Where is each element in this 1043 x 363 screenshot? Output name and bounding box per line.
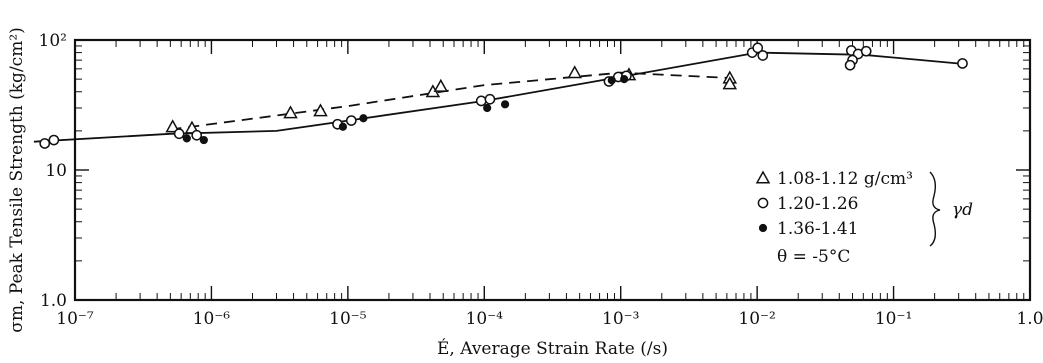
open-circle-point [757, 50, 769, 61]
triangle-point [722, 76, 738, 90]
legend-label: 1.20-1.26 [777, 194, 858, 214]
x-tick-label: 10⁻³ [602, 309, 639, 329]
x-tick-label: 10⁻² [738, 309, 775, 329]
y-tick-label: 1.0 [40, 291, 67, 311]
filled-circle-point [359, 114, 368, 123]
triangle-trend-line [170, 71, 730, 131]
legend-label: 1.08-1.12 g/cm³ [777, 169, 913, 189]
legend-condition: θ = -5°C [777, 247, 850, 267]
triangle-point [165, 119, 180, 133]
open-circle-point [173, 128, 185, 140]
filled-circle-point [338, 122, 348, 131]
triangle-point [567, 65, 582, 79]
open-circle-point [860, 45, 872, 57]
open-circle-point [484, 93, 496, 105]
triangle-point [283, 105, 298, 119]
open-circle-point [844, 59, 856, 71]
legend-group-label: γd [952, 200, 973, 220]
triangle-point [433, 78, 449, 92]
legend-marker-open-circle [757, 197, 769, 209]
y-tick-label: 10² [39, 31, 67, 51]
x-tick-label: 10⁻¹ [875, 309, 912, 329]
y-axis-label: σm, Peak Tensile Strength (kg/cm²) [7, 27, 27, 333]
filled-circle-point [607, 76, 616, 85]
legend-marker-filled-circle [758, 223, 768, 233]
x-tick-label: 10⁻⁶ [193, 309, 231, 329]
legend-brace [929, 171, 941, 247]
filled-circle-point [182, 134, 191, 143]
x-tick-label: 1.0 [1016, 309, 1043, 329]
open-circle-point [39, 138, 51, 149]
y-tick-label: 10 [45, 161, 67, 181]
x-tick-label: 10⁻⁵ [329, 309, 367, 329]
legend-marker-triangle [755, 170, 771, 184]
legend-label: 1.36-1.41 [777, 219, 858, 239]
filled-circle-point [483, 103, 492, 113]
triangle-point [313, 103, 328, 117]
filled-circle-point [500, 100, 510, 109]
open-circle-point [191, 129, 203, 141]
open-circle-point [957, 58, 968, 69]
open-circle-point [752, 42, 764, 54]
filled-circle-point [199, 135, 208, 145]
open-circle-point [345, 115, 357, 126]
x-tick-label: 10⁻⁷ [56, 309, 94, 329]
x-tick-label: 10⁻⁴ [466, 309, 504, 329]
x-axis-label: É, Average Strain Rate (/s) [437, 338, 668, 359]
filled-circle-point [620, 75, 629, 84]
open-circle-point [475, 95, 487, 107]
open-circle-point [48, 134, 60, 146]
